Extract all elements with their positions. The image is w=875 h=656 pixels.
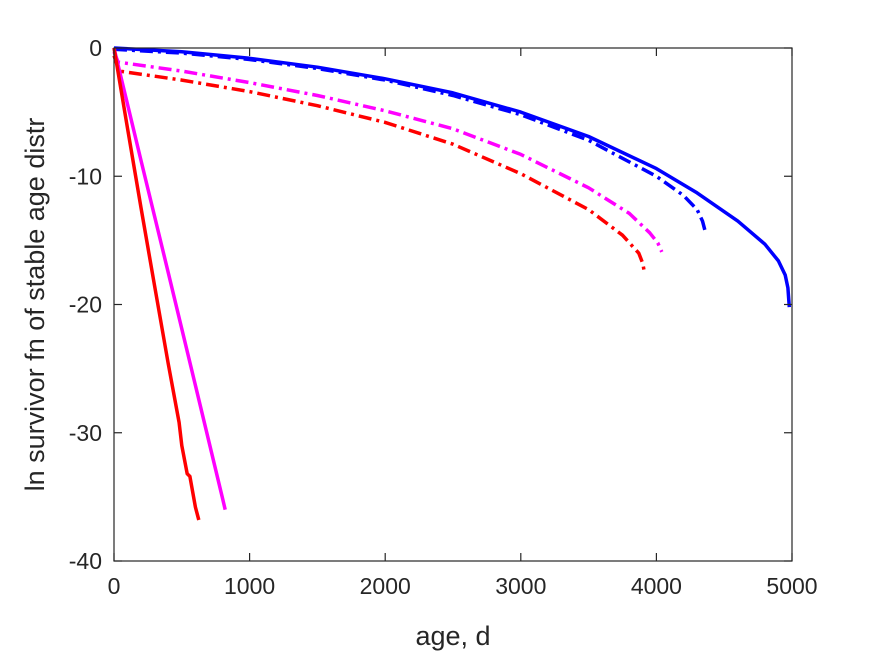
series-layer: [112, 46, 792, 521]
x-tick-label: 0: [108, 573, 121, 599]
series-line-3: [112, 51, 664, 253]
series-line-1: [113, 46, 792, 308]
series-line-2: [113, 47, 707, 232]
y-tick-label: -10: [69, 163, 102, 189]
x-tick-label: 5000: [766, 573, 817, 599]
x-tick-label: 2000: [360, 573, 411, 599]
series-line-5: [112, 47, 227, 511]
y-tick-label: -20: [69, 292, 102, 318]
y-tick-label: -40: [69, 548, 102, 574]
plot-area: [114, 48, 792, 561]
x-tick-label: 3000: [495, 573, 546, 599]
x-tick-label: 1000: [224, 573, 275, 599]
series-line-6: [112, 47, 201, 521]
x-axis-label: age, d: [415, 621, 490, 651]
y-tick-label: -30: [69, 420, 102, 446]
x-tick-label: 4000: [631, 573, 682, 599]
y-axis-label: ln survivor fn of stable age distr: [20, 118, 50, 492]
series-line-4: [112, 55, 646, 272]
ticks-layer: 0 1000 2000 3000 4000 5000 0 -10 -20 -30 -40: [69, 35, 818, 599]
y-tick-label: 0: [89, 35, 102, 61]
